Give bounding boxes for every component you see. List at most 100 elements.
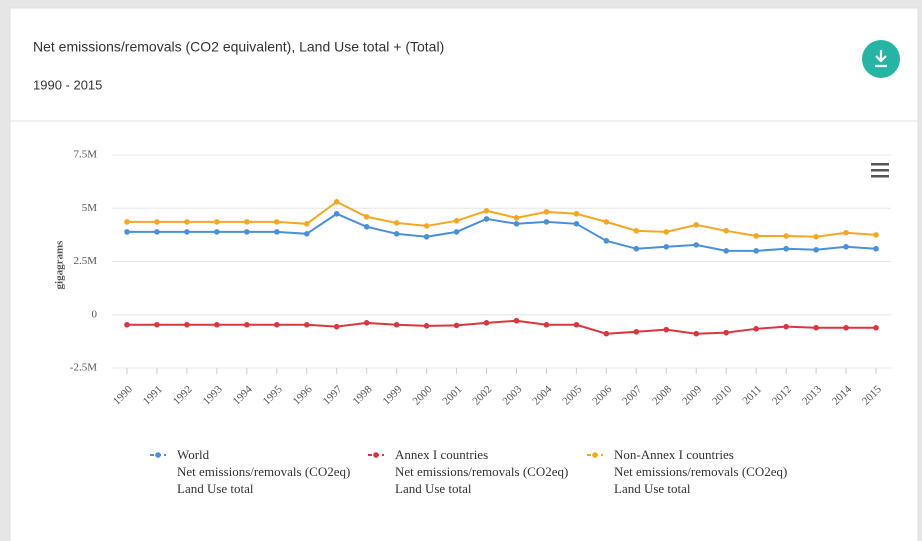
- point: [723, 329, 730, 336]
- y-axis-label: gigagrams: [54, 240, 66, 290]
- point: [543, 209, 550, 215]
- legend-entry: Non-Annex I countries Net emissions/remo…: [614, 447, 788, 496]
- point: [513, 215, 520, 221]
- point: [873, 324, 879, 331]
- menu-bar[interactable]: [871, 163, 889, 166]
- point: [423, 323, 430, 329]
- point: [303, 231, 310, 237]
- point: [843, 324, 849, 331]
- point: [453, 229, 460, 235]
- point: [423, 233, 430, 240]
- point: [633, 245, 640, 252]
- point: [783, 245, 789, 252]
- legend-dot: [373, 452, 379, 458]
- point: [753, 248, 759, 254]
- point: [813, 233, 819, 240]
- download-icon[interactable]: [875, 50, 887, 68]
- y-tick-label: 2.5M: [73, 255, 97, 267]
- download-button[interactable]: [862, 40, 900, 78]
- point: [873, 232, 879, 238]
- point: [154, 321, 160, 328]
- point: [214, 219, 220, 225]
- legend-dot: [155, 452, 161, 458]
- series-line: [126, 319, 877, 335]
- point: [184, 229, 190, 235]
- point: [483, 320, 490, 326]
- point: [633, 328, 640, 335]
- point: [184, 219, 190, 225]
- legend-dot: [592, 452, 598, 458]
- legend-label[interactable]: World Net emissions/removals (CO2eq) Lan…: [177, 447, 351, 496]
- point: [663, 244, 670, 250]
- menu-bar[interactable]: [871, 175, 889, 178]
- point: [184, 321, 190, 328]
- legend-entry: Annex I countries Net emissions/removals…: [395, 447, 569, 496]
- point: [273, 219, 280, 225]
- point: [603, 238, 610, 244]
- point: [483, 208, 490, 214]
- point: [244, 229, 250, 235]
- point: [333, 323, 340, 330]
- point: [363, 223, 370, 230]
- point: [214, 321, 220, 328]
- point: [753, 233, 759, 239]
- point: [154, 219, 160, 225]
- point: [693, 222, 700, 228]
- point: [303, 321, 310, 328]
- chart-subtitle: 1990 - 2015: [33, 77, 102, 92]
- chart-title: Net emissions/removals (CO2 equivalent),…: [33, 39, 444, 55]
- point: [633, 228, 640, 234]
- point: [214, 229, 220, 235]
- point: [843, 229, 849, 236]
- point: [693, 330, 700, 337]
- point: [393, 220, 400, 226]
- legend-label[interactable]: Non-Annex I countries Net emissions/remo…: [614, 447, 788, 496]
- point: [303, 220, 310, 227]
- point: [273, 321, 280, 328]
- card: [9, 7, 919, 541]
- point: [393, 231, 400, 237]
- point: [393, 321, 400, 328]
- series-line: [126, 212, 877, 252]
- point: [753, 326, 759, 332]
- point: [603, 330, 610, 337]
- point: [663, 229, 670, 235]
- menu-button[interactable]: [871, 163, 889, 178]
- point: [333, 210, 340, 217]
- point: [453, 218, 460, 224]
- point: [273, 229, 280, 235]
- legend-label[interactable]: Annex I countries Net emissions/removals…: [395, 447, 569, 496]
- point: [783, 233, 789, 239]
- point: [813, 324, 819, 331]
- point: [843, 244, 849, 250]
- point: [244, 219, 250, 225]
- point: [573, 210, 580, 217]
- point: [124, 229, 130, 235]
- point: [513, 317, 520, 324]
- point: [453, 322, 460, 329]
- legend-entry: World Net emissions/removals (CO2eq) Lan…: [177, 447, 351, 496]
- y-tick-label: 7.5M: [73, 149, 97, 161]
- point: [723, 248, 730, 254]
- point: [483, 216, 490, 222]
- point: [543, 219, 550, 225]
- point: [363, 213, 370, 220]
- point: [603, 219, 610, 225]
- point: [693, 242, 700, 248]
- point: [124, 321, 130, 328]
- point: [124, 219, 130, 225]
- point: [513, 220, 520, 227]
- menu-bar[interactable]: [871, 169, 889, 172]
- point: [573, 220, 580, 227]
- point: [423, 223, 430, 229]
- point: [873, 245, 879, 252]
- point: [663, 326, 670, 333]
- point: [244, 321, 250, 328]
- point: [154, 229, 160, 235]
- y-tick-label: -2.5M: [70, 362, 97, 374]
- y-tick-label: 0: [92, 308, 98, 320]
- y-tick-label: 5M: [82, 202, 98, 214]
- point: [723, 228, 730, 234]
